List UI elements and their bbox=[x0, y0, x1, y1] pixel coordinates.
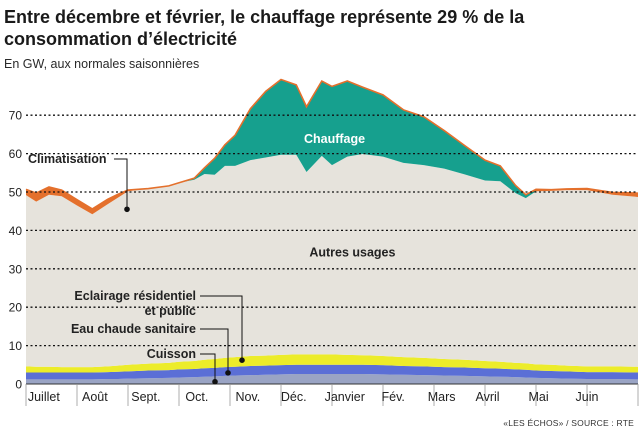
cuisson-area bbox=[26, 374, 638, 384]
eau-chaude-area bbox=[26, 364, 638, 380]
climatisation-top-line bbox=[25, 78, 639, 210]
y-tick-label: 60 bbox=[9, 147, 23, 161]
y-tick-label: 10 bbox=[9, 339, 23, 353]
x-tick-label: Juin bbox=[576, 390, 599, 404]
y-tick-label: 30 bbox=[9, 262, 23, 276]
eau-chaude-leader bbox=[200, 328, 229, 373]
x-tick-label: Fév. bbox=[382, 390, 405, 404]
x-tick-label: Mars bbox=[428, 390, 456, 404]
label-eclairage-line1: Eclairage résidentiel bbox=[74, 289, 196, 303]
x-tick-label: Août bbox=[82, 390, 108, 404]
x-tick-label: Oct. bbox=[185, 390, 208, 404]
cuisson-dot bbox=[212, 378, 218, 385]
label-autres-usages: Autres usages bbox=[309, 246, 395, 260]
cuisson-leader bbox=[200, 353, 216, 382]
chart-title: Entre décembre et février, le chauffage … bbox=[4, 7, 525, 49]
x-tick-label: Janvier bbox=[325, 390, 365, 404]
label-eclairage-line2: et public bbox=[145, 304, 196, 318]
x-tick-label: Déc. bbox=[281, 390, 307, 404]
y-tick-label: 40 bbox=[9, 224, 23, 238]
eclairage-area bbox=[26, 354, 638, 373]
x-tick-label: Juillet bbox=[28, 390, 60, 404]
label-chauffage: Chauffage bbox=[304, 132, 365, 146]
x-tick-label: Nov. bbox=[235, 390, 260, 404]
x-tick-label: Avril bbox=[476, 390, 500, 404]
x-tick-label: Mai bbox=[528, 390, 548, 404]
y-tick-label: 70 bbox=[9, 109, 23, 123]
x-tick-label: Sept. bbox=[131, 390, 160, 404]
climatisation-dot bbox=[124, 206, 130, 213]
eclairage-leader bbox=[200, 295, 243, 361]
climatisation-leader bbox=[114, 158, 128, 210]
y-tick-label: 0 bbox=[15, 378, 22, 392]
source-credit: «LES ÉCHOS» / SOURCE : RTE bbox=[503, 418, 634, 428]
label-cuisson: Cuisson bbox=[147, 347, 196, 361]
y-tick-label: 50 bbox=[9, 186, 23, 200]
label-eau-chaude: Eau chaude sanitaire bbox=[71, 322, 196, 336]
y-tick-label: 20 bbox=[9, 301, 23, 315]
chart-subtitle: En GW, aux normales saisonnières bbox=[4, 57, 200, 71]
eau-chaude-dot bbox=[225, 370, 231, 376]
label-climatisation: Climatisation bbox=[28, 152, 107, 166]
eclairage-dot bbox=[239, 357, 245, 363]
chauffage-area bbox=[26, 79, 638, 215]
autres-usages-area bbox=[26, 153, 638, 368]
